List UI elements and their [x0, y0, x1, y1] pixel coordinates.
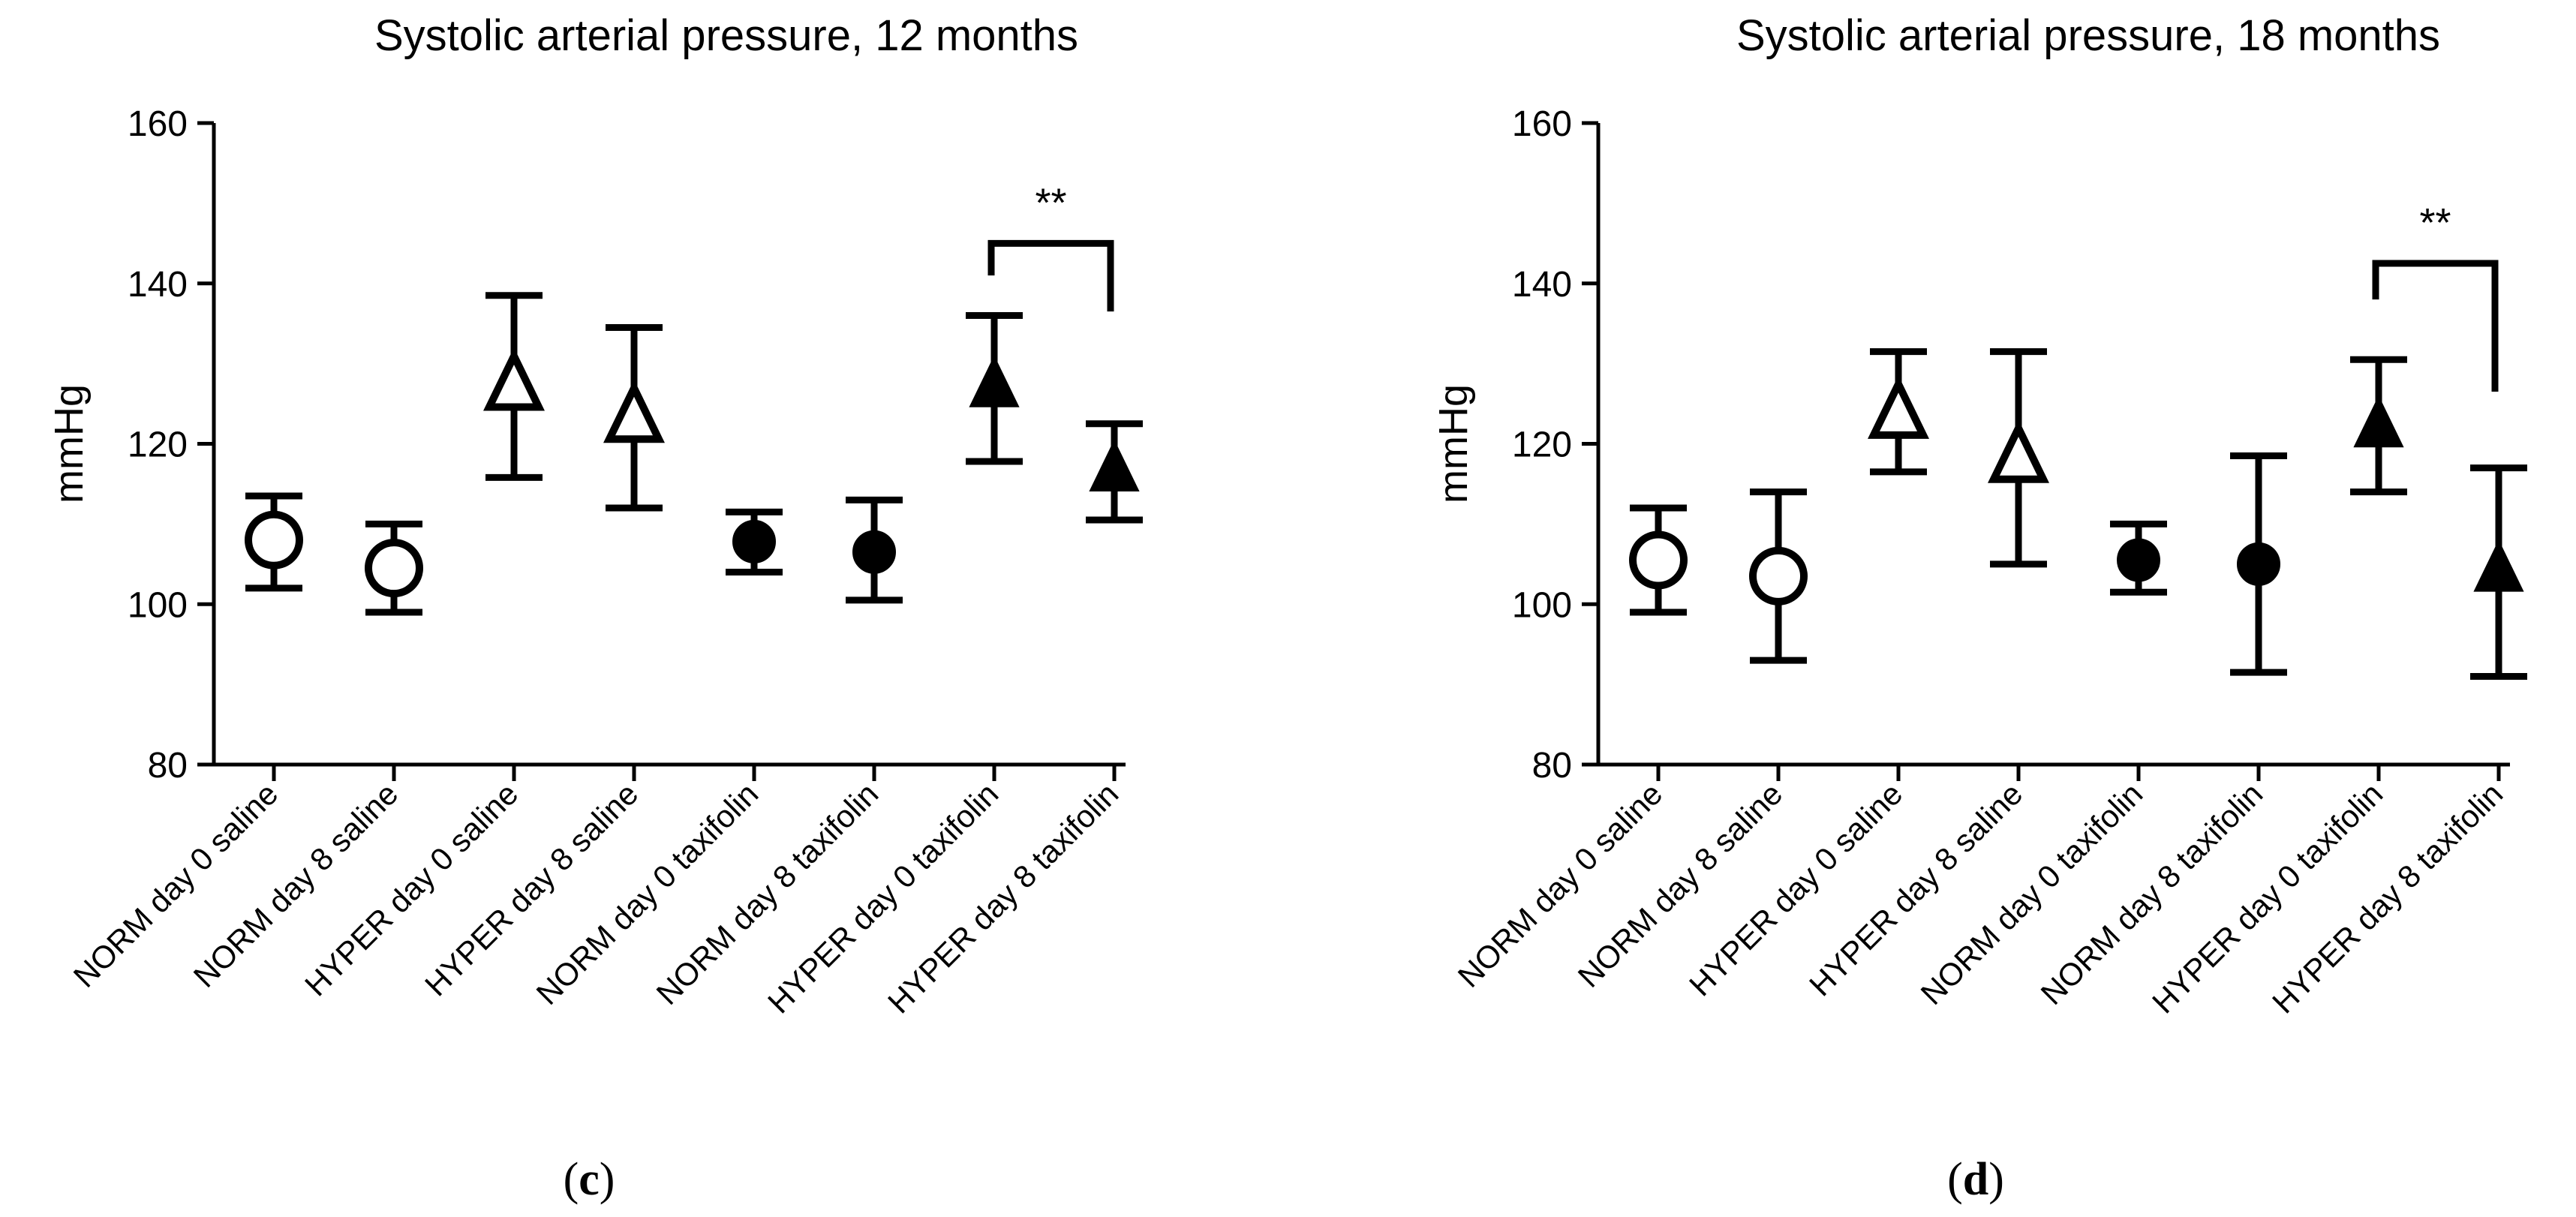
y-tick-label: 120: [1512, 425, 1572, 465]
y-tick-label: 80: [1532, 746, 1572, 786]
data-point: [603, 379, 665, 443]
data-point: [1089, 439, 1140, 491]
x-tick-label: HYPER day 0 saline: [298, 776, 525, 1002]
y-axis-label: mmHg: [47, 384, 92, 503]
y-tick-label: 120: [128, 425, 188, 465]
y-tick-label: 100: [1512, 585, 1572, 625]
x-tick-label: HYPER day 8 saline: [418, 776, 645, 1002]
y-tick-label: 100: [128, 585, 188, 625]
data-point: [2473, 539, 2524, 592]
x-tick-label: NORM day 8 saline: [1571, 776, 1790, 994]
x-tick-label: HYPER day 8 taxifolin: [2265, 776, 2509, 1020]
panel-label-close: ): [600, 1154, 615, 1205]
y-tick-label: 140: [1512, 265, 1572, 305]
data-point: [2117, 538, 2160, 582]
data-point: [1988, 419, 2049, 483]
chart-title: Systolic arterial pressure, 12 months: [374, 11, 1078, 60]
data-point: [2353, 395, 2404, 448]
panel-label-open: (: [564, 1154, 579, 1205]
significance-bracket: [2372, 260, 2499, 392]
data-point: [365, 539, 423, 598]
panel-label: (d): [1947, 1154, 2004, 1205]
x-tick-label: HYPER day 0 saline: [1682, 776, 1909, 1002]
panel-label-close: ): [1988, 1154, 2004, 1205]
data-point: [1749, 546, 1808, 605]
x-tick-label: NORM day 0 taxifolin: [1914, 776, 2150, 1011]
data-point: [969, 355, 1020, 407]
x-tick-label: NORM day 0 saline: [1451, 776, 1670, 994]
data-point: [732, 519, 776, 563]
x-tick-label: NORM day 8 taxifolin: [2034, 776, 2270, 1011]
x-tick-label: HYPER day 0 taxifolin: [761, 776, 1005, 1020]
chart-panel-d: Systolic arterial pressure, 18 months 80 1…: [1431, 11, 2527, 1205]
x-tick-label: NORM day 8 saline: [187, 776, 405, 994]
panel-label: (c): [564, 1154, 615, 1205]
y-tick-label: 140: [128, 265, 188, 305]
significance-label: **: [2419, 200, 2451, 245]
panel-label-letter: d: [1963, 1154, 1988, 1205]
y-tick-label: 160: [1512, 104, 1572, 144]
x-tick-label: NORM day 0 taxifolin: [530, 776, 765, 1011]
data-point: [245, 510, 303, 569]
x-tick-label: NORM day 0 saline: [67, 776, 285, 994]
panel-label-letter: c: [579, 1154, 600, 1205]
y-axis-label: mmHg: [1431, 384, 1476, 503]
x-tick-label: HYPER day 8 saline: [1802, 776, 2029, 1002]
x-tick-label: HYPER day 0 taxifolin: [2145, 776, 2389, 1020]
data-point: [852, 530, 896, 574]
x-tick-label: NORM day 8 taxifolin: [650, 776, 885, 1011]
data-point: [1629, 530, 1688, 590]
data-point: [2237, 542, 2280, 586]
data-point: [483, 347, 545, 411]
y-tick-label: 160: [128, 104, 188, 144]
panel-label-open: (: [1947, 1154, 1963, 1205]
y-tick-label: 80: [148, 746, 188, 786]
significance-label: **: [1035, 180, 1066, 225]
chart-panel-c: Systolic arterial pressure, 12 months 80 1…: [47, 11, 1143, 1205]
data-point: [1868, 375, 1929, 439]
chart-title: Systolic arterial pressure, 18 months: [1736, 11, 2440, 60]
significance-bracket: [987, 239, 1114, 312]
x-tick-label: HYPER day 8 taxifolin: [881, 776, 1125, 1020]
